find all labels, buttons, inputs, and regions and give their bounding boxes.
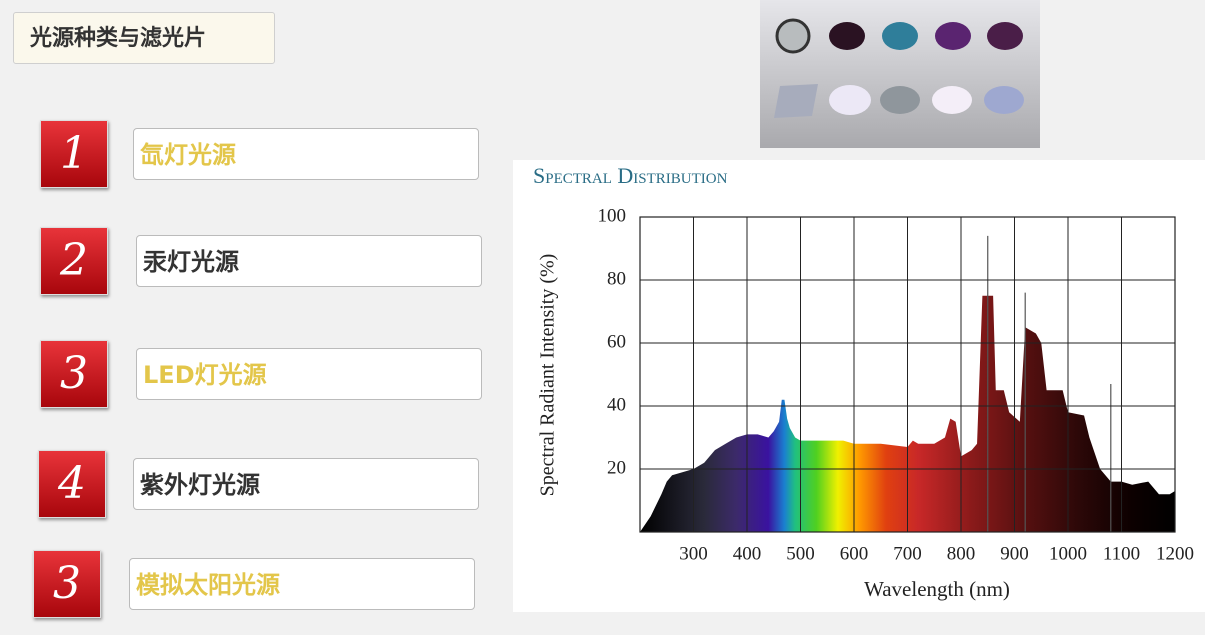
chart: Spectral Distribution Spectral Radiant I… <box>513 160 1205 612</box>
item-number: 4 <box>38 450 106 518</box>
y-tick-label: 20 <box>607 457 626 478</box>
chart-title: Spectral Distribution <box>533 163 728 188</box>
x-axis-label: Wavelength (nm) <box>864 577 1010 601</box>
filter-photo <box>760 0 1040 148</box>
x-tick-label: 500 <box>786 543 815 564</box>
x-tick-label: 900 <box>1000 543 1029 564</box>
slide-title: 光源种类与滤光片 <box>13 12 275 64</box>
item-label: 模拟太阳光源 <box>129 558 475 610</box>
x-tick-label: 600 <box>840 543 869 564</box>
y-tick-label: 60 <box>607 331 626 352</box>
y-tick-label: 80 <box>607 268 626 289</box>
x-tick-label: 400 <box>733 543 762 564</box>
x-tick-label: 1200 <box>1156 543 1194 564</box>
x-tick-label: 700 <box>893 543 922 564</box>
y-tick-label: 40 <box>607 394 626 415</box>
item-label: 汞灯光源 <box>136 235 482 287</box>
plot-frame <box>639 216 1176 533</box>
x-tick-label: 300 <box>679 543 708 564</box>
item-number: 2 <box>40 227 108 295</box>
x-tick-label: 1100 <box>1103 543 1140 564</box>
item-number: 3 <box>40 340 108 408</box>
spectrum-area <box>640 295 1175 532</box>
item-number: 3 <box>33 550 101 618</box>
x-tick-label: 1000 <box>1049 543 1087 564</box>
item-label: 氙灯光源 <box>133 128 479 180</box>
y-axis-label: Spectral Radiant Intensity (%) <box>537 254 559 497</box>
item-number: 1 <box>40 120 108 188</box>
x-tick-label: 800 <box>947 543 976 564</box>
item-label: LED灯光源 <box>136 348 482 400</box>
item-label: 紫外灯光源 <box>133 458 479 510</box>
y-tick-label: 100 <box>598 205 627 226</box>
